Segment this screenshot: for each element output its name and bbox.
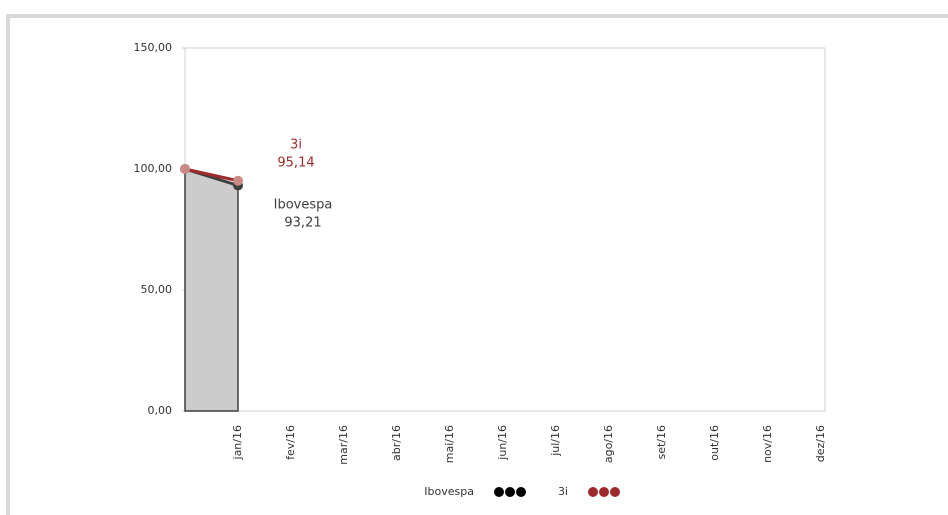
x-tick-label: jun/16 (496, 425, 509, 461)
x-tick-label: jan/16 (231, 425, 244, 460)
y-tick-label: 100,00 (134, 162, 173, 175)
x-tick-label: nov/16 (761, 425, 774, 463)
x-tick-label: ago/16 (602, 425, 615, 463)
legend-label: Ibovespa (424, 485, 474, 498)
legend-marker (505, 487, 515, 497)
marker (180, 164, 190, 174)
line (184, 167, 239, 183)
y-tick-label: 50,00 (141, 283, 173, 296)
x-tick-label: jul/16 (549, 425, 562, 457)
x-tick-label: out/16 (708, 425, 721, 461)
x-tick-label: dez/16 (814, 425, 827, 462)
x-tick-label: set/16 (655, 425, 668, 460)
legend-label: 3i (558, 485, 568, 498)
y-tick-label: 0,00 (148, 404, 173, 417)
marker (233, 175, 243, 186)
x-tick-label: mai/16 (443, 425, 456, 463)
annotation-value: 95,14 (277, 156, 314, 171)
annotation-name: Ibovespa (274, 198, 333, 213)
x-tick-label: mar/16 (337, 425, 350, 465)
x-tick-label: abr/16 (390, 425, 403, 461)
legend-marker (494, 487, 504, 497)
area (184, 167, 239, 412)
annotation-name: 3i (290, 138, 302, 153)
legend-marker (588, 487, 598, 497)
legend-marker (610, 487, 620, 497)
x-tick-label: fev/16 (284, 425, 297, 460)
plot-area (184, 47, 826, 412)
legend-marker (599, 487, 609, 497)
annotation-value: 93,21 (284, 216, 321, 231)
y-tick-label: 150,00 (134, 41, 173, 54)
legend-marker (516, 487, 526, 497)
